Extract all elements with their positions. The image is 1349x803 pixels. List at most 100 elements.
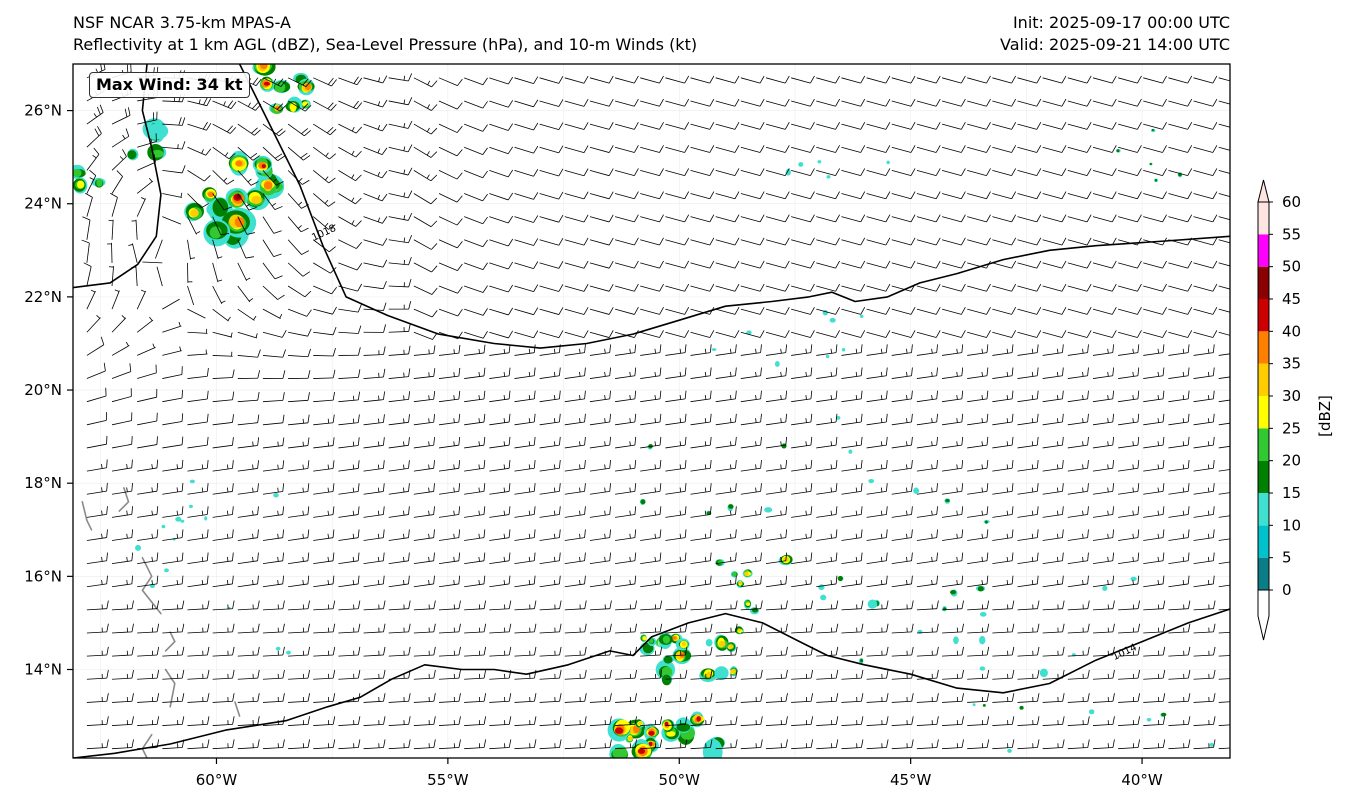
barb-flag xyxy=(709,344,712,353)
barb-flag xyxy=(181,552,184,561)
barb-flag xyxy=(482,239,488,247)
barb-flag xyxy=(1212,344,1215,353)
wind-barb xyxy=(187,413,209,426)
barb-flag xyxy=(482,216,488,225)
barb-staff xyxy=(137,347,156,356)
wind-barb xyxy=(1042,367,1064,379)
barb-staff xyxy=(916,239,937,246)
barb-staff xyxy=(715,398,736,403)
barb-staff xyxy=(615,514,635,518)
barb-half-flag xyxy=(931,418,933,423)
wind-barb xyxy=(86,482,108,495)
wind-barb xyxy=(1042,600,1065,611)
barb-staff xyxy=(1118,514,1138,518)
barb-flag xyxy=(304,290,312,298)
barb-flag xyxy=(886,552,888,561)
barb-staff xyxy=(489,193,509,201)
wind-barb xyxy=(916,413,938,426)
barb-staff xyxy=(262,608,283,611)
barb-staff xyxy=(1118,352,1138,356)
barb-staff xyxy=(262,747,283,750)
wind-barb xyxy=(615,552,637,565)
wind-barb xyxy=(288,600,310,611)
barb-flag xyxy=(257,414,260,423)
barb-half-flag xyxy=(403,556,405,562)
wind-barb xyxy=(967,307,991,315)
wind-barb xyxy=(187,552,209,565)
wind-barb xyxy=(1092,344,1115,356)
wind-barb xyxy=(262,170,284,186)
barb-staff xyxy=(438,467,459,472)
barb-staff xyxy=(1193,398,1214,403)
barb-flag xyxy=(433,716,436,725)
barb-half-flag xyxy=(201,149,204,154)
barb-flag xyxy=(1112,739,1115,748)
barb-flag xyxy=(886,344,888,353)
barb-half-flag xyxy=(403,169,406,175)
barb-staff xyxy=(992,490,1013,495)
barb-staff xyxy=(715,193,736,200)
wind-barb xyxy=(111,552,134,565)
wind-barb xyxy=(564,646,587,657)
barb-flag xyxy=(986,367,989,376)
barb-staff xyxy=(162,298,180,310)
wind-barb xyxy=(262,623,285,634)
barb-flag xyxy=(1011,237,1017,246)
barb-flag xyxy=(282,506,285,515)
barb-flag xyxy=(558,307,564,315)
barb-flag xyxy=(408,323,411,332)
wind-barb xyxy=(1118,367,1140,379)
wind-barb xyxy=(665,214,690,223)
barb-flag xyxy=(408,506,410,515)
wind-barb xyxy=(816,413,838,426)
barb-staff xyxy=(162,608,183,611)
barb-flag xyxy=(634,307,639,315)
barb-staff xyxy=(967,747,988,750)
barb-staff xyxy=(891,631,912,634)
barb-flag xyxy=(1137,344,1140,353)
wind-barb xyxy=(438,575,461,588)
barb-staff xyxy=(363,747,384,750)
wind-barb xyxy=(765,191,790,200)
barb-half-flag xyxy=(478,580,480,585)
barb-flag xyxy=(433,345,436,354)
barb-flag xyxy=(456,195,463,203)
barb-half-flag xyxy=(352,487,355,493)
barb-staff xyxy=(967,631,988,634)
barb-staff xyxy=(564,747,585,750)
wind-barb xyxy=(413,529,435,541)
barb-flag xyxy=(1011,214,1017,223)
barb-flag xyxy=(1187,168,1193,176)
barb-flag xyxy=(257,739,260,748)
barb-flag xyxy=(181,506,184,515)
wind-barb xyxy=(1067,367,1089,379)
barb-flag xyxy=(1187,600,1191,609)
wind-barb xyxy=(1118,529,1140,541)
barb-staff xyxy=(1042,421,1063,426)
wind-barb xyxy=(1092,623,1115,634)
barb-flag xyxy=(810,191,815,199)
barb-staff xyxy=(891,677,912,680)
wind-barb xyxy=(1067,623,1090,634)
barb-flag xyxy=(886,367,888,376)
barb-half-flag xyxy=(1132,533,1134,539)
barb-staff xyxy=(514,146,534,154)
barb-half-flag xyxy=(906,394,908,400)
barb-flag xyxy=(332,326,337,335)
barb-staff xyxy=(388,399,409,403)
barb-flag xyxy=(382,529,385,538)
barb-half-flag xyxy=(1006,533,1009,539)
barb-flag xyxy=(232,437,234,446)
barb-flag xyxy=(784,260,790,269)
barb-staff xyxy=(1218,308,1230,313)
barb-flag xyxy=(559,600,562,609)
barb-flag xyxy=(357,369,361,378)
barb-staff xyxy=(187,490,208,495)
wind-barb xyxy=(690,168,715,177)
barb-staff xyxy=(564,398,585,403)
wind-barb xyxy=(237,216,256,235)
barb-flag xyxy=(533,552,536,561)
wind-barb xyxy=(715,483,737,495)
barb-flag xyxy=(408,575,410,584)
barb-staff xyxy=(262,262,276,280)
